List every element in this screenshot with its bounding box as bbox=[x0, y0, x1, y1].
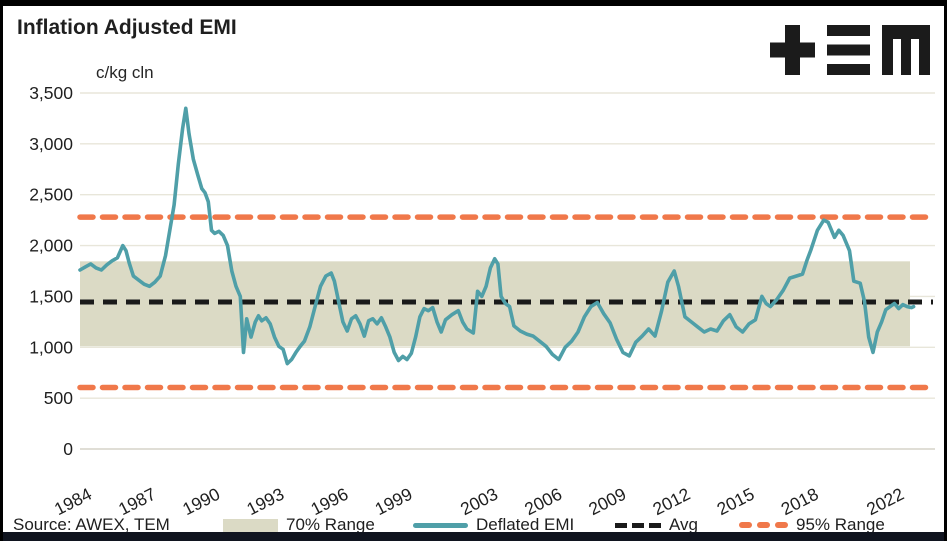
y-tick-label-1500: 1,500 bbox=[29, 286, 73, 306]
page-title: Inflation Adjusted EMI bbox=[17, 16, 237, 39]
legend-item-avg: Avg bbox=[615, 512, 698, 538]
y-tick-label-2500: 2,500 bbox=[29, 185, 73, 205]
legend-item-deflated-emi: Deflated EMI bbox=[413, 512, 574, 538]
legend-item-95-range: 95% Range bbox=[739, 512, 885, 538]
y-tick-label-1000: 1,000 bbox=[29, 337, 73, 357]
y-tick-label-500: 500 bbox=[44, 388, 73, 408]
legend-label-deflated-emi: Deflated EMI bbox=[476, 515, 575, 534]
legend-bar: Source: AWEX, TEM 70% Range Deflated EMI… bbox=[3, 512, 944, 538]
y-tick-label-2000: 2,000 bbox=[29, 236, 73, 256]
y-axis-unit-label: c/kg cln bbox=[96, 63, 154, 82]
series-line-swatch-icon bbox=[413, 522, 468, 528]
y-tick-label-3500: 3,500 bbox=[29, 83, 73, 103]
legend-item-70-range: 70% Range bbox=[223, 512, 375, 538]
legend-label-avg: Avg bbox=[669, 515, 698, 534]
band-swatch-icon bbox=[223, 518, 278, 532]
legend-label-70-range: 70% Range bbox=[286, 515, 375, 534]
tem-logo-icon bbox=[770, 25, 930, 75]
source-text: Source: AWEX, TEM bbox=[13, 515, 170, 534]
legend-label-95-range: 95% Range bbox=[796, 515, 885, 534]
avg-dash-swatch-icon bbox=[615, 522, 661, 528]
bottom-accent-bar bbox=[3, 532, 944, 541]
range-dash-swatch-icon bbox=[739, 522, 788, 528]
y-tick-label-0: 0 bbox=[63, 439, 73, 459]
y-tick-label-3000: 3,000 bbox=[29, 134, 73, 154]
deflated-emi-line bbox=[78, 106, 916, 366]
